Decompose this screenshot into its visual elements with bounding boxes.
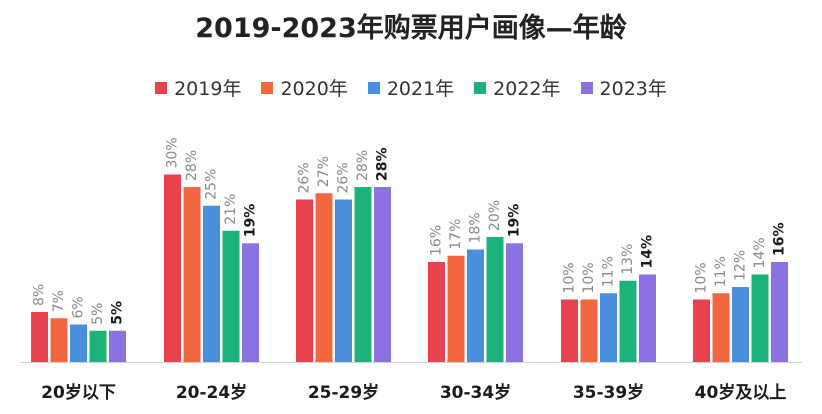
bar bbox=[109, 330, 126, 362]
x-tick-label: 20-24岁 bbox=[176, 382, 247, 403]
data-label: 14% bbox=[640, 235, 656, 269]
bar bbox=[374, 187, 391, 362]
data-label: 28% bbox=[355, 150, 371, 181]
legend-label: 2021年 bbox=[386, 78, 455, 100]
x-tick-label: 25-29岁 bbox=[308, 382, 379, 403]
legend-label: 2019年 bbox=[174, 78, 242, 100]
bar bbox=[506, 243, 523, 362]
data-label: 11% bbox=[713, 256, 729, 287]
data-label: 27% bbox=[316, 156, 332, 187]
bar bbox=[693, 299, 710, 362]
data-label: 28% bbox=[375, 147, 391, 181]
legend-label: 2020年 bbox=[280, 78, 348, 100]
data-label: 26% bbox=[297, 162, 313, 193]
bar bbox=[89, 330, 107, 362]
bar bbox=[50, 318, 68, 362]
data-label: 5% bbox=[90, 303, 106, 325]
chart-title: 2019-2023年购票用户画像—年龄 bbox=[195, 13, 627, 44]
bar bbox=[561, 299, 578, 362]
bar bbox=[619, 280, 637, 362]
bar bbox=[639, 274, 656, 362]
bar bbox=[222, 230, 240, 362]
x-tick-label: 35-39岁 bbox=[573, 382, 644, 403]
legend-swatch bbox=[580, 81, 593, 94]
bar bbox=[315, 193, 333, 362]
chart-legend: 2019年 2020年 2021年 2022年 2023年 bbox=[0, 74, 822, 101]
data-label: 28% bbox=[184, 150, 200, 181]
legend-swatch bbox=[367, 81, 380, 94]
legend-item: 2021年 bbox=[367, 74, 455, 101]
bar bbox=[242, 243, 259, 362]
bar bbox=[70, 324, 87, 362]
data-label: 10% bbox=[581, 262, 597, 293]
data-label: 18% bbox=[468, 212, 484, 243]
x-tick-label: 40岁及以上 bbox=[695, 382, 787, 403]
data-label: 11% bbox=[601, 256, 617, 287]
data-label: 25% bbox=[204, 169, 220, 200]
data-label: 5% bbox=[110, 301, 126, 325]
bar bbox=[428, 262, 445, 362]
bar bbox=[712, 293, 730, 362]
data-label: 6% bbox=[71, 296, 87, 318]
data-label: 7% bbox=[51, 290, 67, 312]
legend-label: 2023年 bbox=[599, 78, 667, 100]
data-label: 10% bbox=[562, 262, 578, 293]
legend-item: 2019年 bbox=[155, 74, 241, 101]
bar bbox=[732, 287, 749, 362]
legend-swatch bbox=[155, 81, 168, 94]
bar bbox=[751, 274, 769, 362]
data-label: 17% bbox=[448, 219, 464, 250]
data-label: 13% bbox=[620, 244, 636, 275]
data-label: 20% bbox=[487, 200, 503, 231]
bar bbox=[335, 199, 352, 362]
data-label: 19% bbox=[507, 204, 523, 238]
bar bbox=[600, 293, 617, 362]
x-tick-label: 30-34岁 bbox=[440, 382, 511, 403]
data-label: 12% bbox=[733, 250, 749, 281]
bar bbox=[771, 262, 788, 362]
bar bbox=[164, 174, 181, 362]
bar bbox=[467, 249, 484, 362]
bar bbox=[203, 205, 220, 362]
legend-swatch bbox=[474, 81, 487, 94]
legend-item: 2022年 bbox=[474, 74, 561, 101]
data-label: 8% bbox=[32, 284, 48, 306]
data-label: 30% bbox=[165, 137, 181, 168]
data-label: 16% bbox=[772, 222, 788, 256]
bar bbox=[296, 199, 313, 362]
bar bbox=[183, 187, 201, 362]
data-label: 14% bbox=[752, 237, 768, 268]
bar bbox=[580, 299, 598, 362]
data-label: 26% bbox=[336, 162, 352, 193]
bar bbox=[354, 187, 372, 362]
data-label: 16% bbox=[429, 225, 445, 256]
legend-item: 2020年 bbox=[261, 74, 348, 101]
x-tick-label: 20岁以下 bbox=[41, 382, 116, 403]
data-label: 19% bbox=[243, 204, 259, 238]
bar bbox=[447, 255, 465, 362]
legend-swatch bbox=[261, 81, 274, 94]
bar bbox=[31, 312, 48, 362]
data-label: 10% bbox=[694, 262, 710, 293]
legend-label: 2022年 bbox=[493, 78, 561, 100]
data-label: 21% bbox=[223, 194, 239, 225]
bar bbox=[486, 237, 504, 362]
legend-item: 2023年 bbox=[580, 74, 667, 101]
